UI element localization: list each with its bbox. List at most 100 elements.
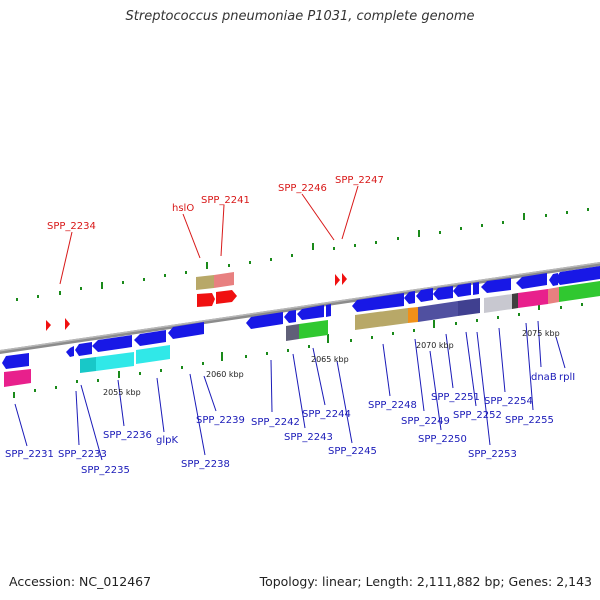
gene-SPP_2252: [453, 283, 471, 297]
gene-label: SPP_2247: [335, 175, 384, 186]
gene-label: SPP_2244: [302, 409, 351, 420]
tick: [413, 329, 415, 332]
leader-line: [465, 331, 477, 407]
tick: [228, 264, 230, 267]
gene-SPP_2236: [92, 335, 132, 352]
strand-marker: [65, 318, 70, 330]
gene-SPP_2255: [516, 273, 547, 289]
tick: [181, 366, 183, 369]
gene-SPP_2231: [2, 353, 29, 369]
tick: [160, 369, 162, 372]
gene-label: SPP_2243: [284, 432, 333, 443]
scale-label: 2075 kbp: [522, 329, 560, 338]
gene-SPP_2244: [297, 305, 324, 320]
leader-line: [117, 379, 125, 427]
domain-strip: [214, 272, 234, 288]
tick: [202, 362, 204, 365]
gene-label: SPP_2250: [418, 434, 467, 445]
leader-line: [156, 377, 165, 433]
leader-line: [498, 327, 506, 393]
upper-tick-row: [16, 208, 589, 301]
reverse-domain-strips: [4, 281, 600, 387]
domain-strip: [4, 369, 31, 387]
tick: [560, 306, 562, 309]
scale-label: 2060 kbp: [206, 370, 244, 379]
domain-strip: [458, 298, 480, 316]
tick: [59, 291, 61, 295]
topology-label: Topology: linear; Length: 2,111,882 bp; …: [259, 574, 592, 589]
tick: [221, 352, 223, 361]
gene-label: hslO: [172, 203, 194, 214]
gene-label: glpK: [156, 435, 178, 446]
gene-label: SPP_2233: [58, 449, 107, 460]
tick: [455, 322, 457, 325]
leader-line: [14, 403, 28, 447]
leader-line: [292, 353, 306, 429]
tick: [76, 380, 78, 383]
domain-strip: [408, 307, 418, 323]
gene-label: SPP_2236: [103, 430, 152, 441]
tick: [538, 302, 540, 310]
tick: [118, 371, 120, 378]
tick: [497, 316, 499, 319]
domain-strip: [418, 301, 458, 322]
tick: [581, 303, 583, 306]
leader-line: [59, 231, 73, 285]
tick: [327, 334, 329, 343]
tick: [101, 282, 103, 289]
gene-SPP_2235: [75, 342, 92, 356]
tick: [371, 336, 373, 339]
leader-line: [537, 320, 542, 368]
tick: [476, 319, 478, 322]
gene-rplI: [549, 273, 558, 286]
tick: [518, 313, 520, 316]
tick: [143, 278, 145, 281]
gene-label: SPP_2246: [278, 183, 327, 194]
leader-line: [341, 185, 359, 240]
bottom-labels: SPP_2231 SPP_2233 SPP_2235 SPP_2236 glpK…: [5, 372, 575, 476]
strand-marker: [46, 320, 51, 331]
leader-line: [429, 350, 442, 431]
map-title: Streptococcus pneumoniae P1031, complete…: [125, 9, 475, 24]
tick: [245, 355, 247, 358]
tick: [439, 231, 441, 234]
leader-line: [476, 331, 491, 446]
gene-SPP_2242: [246, 312, 283, 329]
gene-label: SPP_2248: [368, 400, 417, 411]
gene-label: SPP_2252: [453, 410, 502, 421]
tick: [55, 386, 57, 389]
gene-label: SPP_2242: [251, 417, 300, 428]
reverse-strand-genes: [2, 266, 600, 369]
tick: [37, 295, 39, 298]
tick: [392, 332, 394, 335]
leader-line: [312, 347, 326, 406]
gene-SPP_2245: [326, 304, 331, 317]
leader-line: [555, 336, 566, 369]
tick: [397, 237, 399, 240]
tick: [249, 261, 251, 264]
gene-SPP_2249: [404, 291, 415, 304]
tick: [587, 208, 589, 211]
gene-label: SPP_2251: [431, 392, 480, 403]
domain-strip: [548, 287, 559, 304]
tick: [270, 258, 272, 261]
tick: [80, 287, 82, 290]
tick: [13, 392, 15, 398]
domain-strip: [80, 357, 96, 373]
gene-SPP_2241: [216, 290, 237, 304]
leader-line: [270, 359, 273, 413]
gene-SPP_2239: [198, 322, 204, 335]
top-leader-lines: [59, 185, 359, 285]
tick: [333, 247, 335, 250]
leader-line: [301, 193, 335, 241]
gene-label: SPP_2231: [5, 449, 54, 460]
top-labels: SPP_2234 hslO SPP_2241 SPP_2246 SPP_2247: [47, 175, 384, 232]
tick: [354, 244, 356, 247]
domain-strip: [286, 324, 299, 341]
accession-label: Accession: NC_012467: [9, 574, 152, 589]
gene-label: SPP_2253: [468, 449, 517, 460]
gene-label: SPP_2239: [196, 415, 245, 426]
gene-glpK: [134, 330, 166, 346]
leader-line: [414, 338, 425, 412]
tick: [502, 221, 504, 224]
